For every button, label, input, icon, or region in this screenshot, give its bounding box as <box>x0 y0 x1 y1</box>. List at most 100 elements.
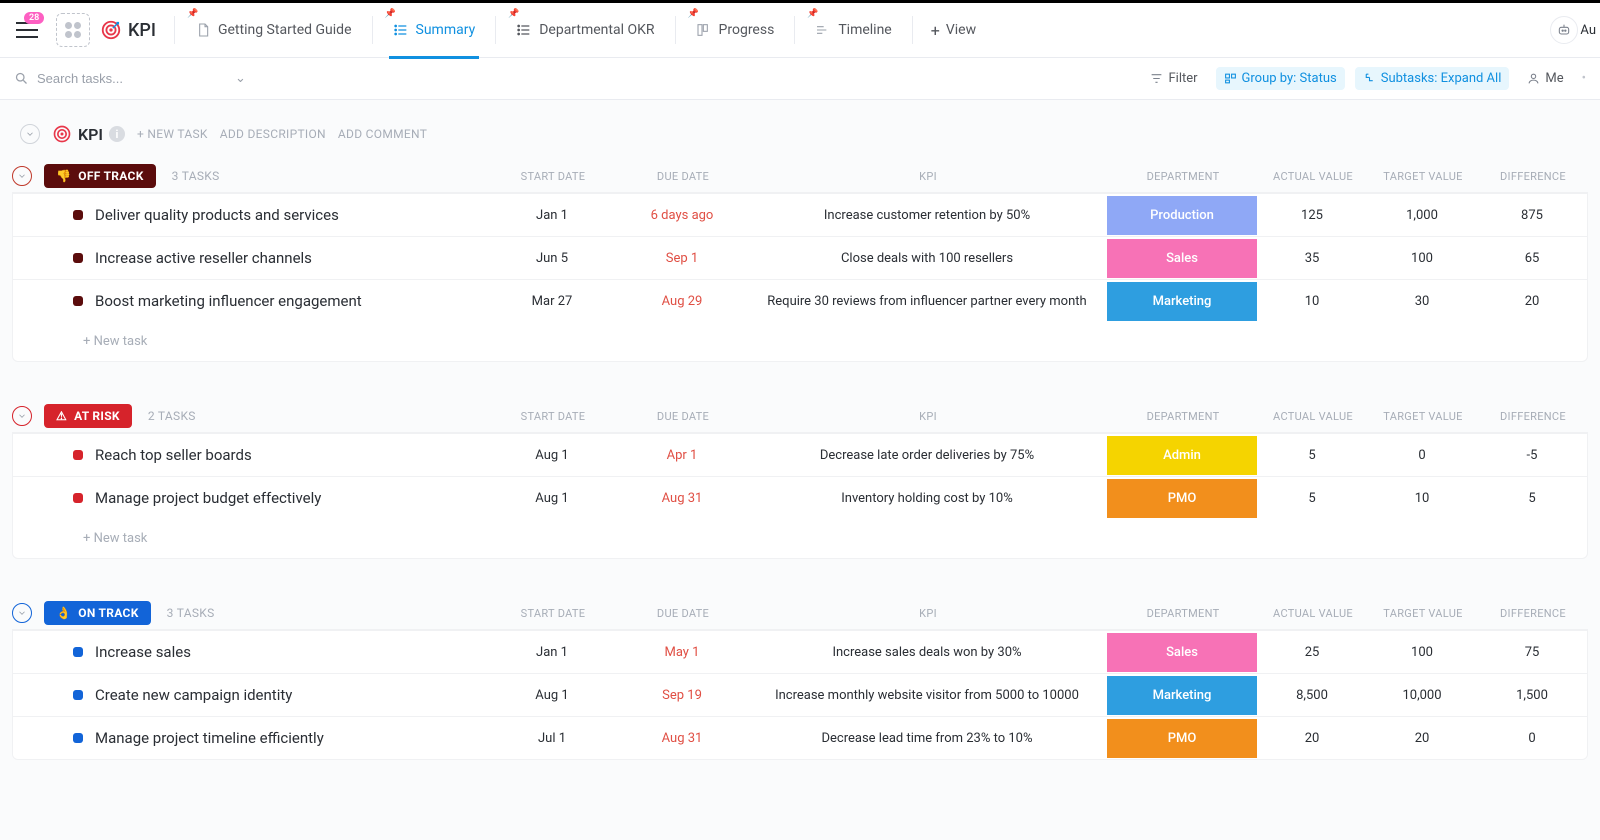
add-comment-button[interactable]: ADD COMMENT <box>338 127 427 141</box>
target-value: 0 <box>1367 436 1477 475</box>
department-tag[interactable]: Production <box>1107 196 1257 235</box>
target-value: 100 <box>1367 239 1477 278</box>
filter-button[interactable]: Filter <box>1142 67 1205 90</box>
target-value: 10 <box>1367 479 1477 518</box>
start-date: Jul 1 <box>487 719 617 758</box>
col-due: DUE DATE <box>618 404 748 429</box>
difference-value: 1,500 <box>1477 676 1587 715</box>
task-name: Deliver quality products and services <box>95 206 339 224</box>
task-row[interactable]: Increase active reseller channelsJun 5Se… <box>13 236 1587 279</box>
actual-value: 25 <box>1257 633 1367 672</box>
kpi-text: Increase customer retention by 50% <box>747 196 1107 235</box>
task-row[interactable]: Manage project budget effectively Aug 1Au… <box>13 476 1587 519</box>
kpi-text: Decrease late order deliveries by 75% <box>747 436 1107 475</box>
me-button[interactable]: Me <box>1519 67 1571 90</box>
department-tag[interactable]: Sales <box>1107 633 1257 672</box>
actual-value: 125 <box>1257 196 1367 235</box>
target-value: 1,000 <box>1367 196 1477 235</box>
task-row[interactable]: Increase salesJan 1May 1Increase sales d… <box>13 630 1587 673</box>
task-count: 3 TASKS <box>172 169 220 183</box>
page-title: KPI <box>128 20 156 41</box>
tab-label: Summary <box>416 22 476 38</box>
tab-getting-started-guide[interactable]: 📌Getting Started Guide <box>181 3 366 58</box>
tab-progress[interactable]: 📌Progress <box>682 3 789 58</box>
due-date: Aug 31 <box>617 479 747 518</box>
department-tag[interactable]: PMO <box>1107 479 1257 518</box>
difference-value: 875 <box>1477 196 1587 235</box>
tab-departmental-okr[interactable]: 📌Departmental OKR <box>502 3 668 58</box>
start-date: Aug 1 <box>487 479 617 518</box>
col-actual: ACTUAL VALUE <box>1258 404 1368 429</box>
new-task-button[interactable]: + NEW TASK <box>137 127 208 141</box>
department-tag[interactable]: Marketing <box>1107 676 1257 715</box>
task-count: 3 TASKS <box>167 606 215 620</box>
col-target: TARGET VALUE <box>1368 404 1478 429</box>
status-chip[interactable]: ⚠AT RISK <box>44 404 132 428</box>
pin-icon: 📌 <box>807 9 818 19</box>
info-icon[interactable]: i <box>109 126 125 142</box>
task-row[interactable]: Deliver quality products and servicesJan… <box>13 193 1587 236</box>
add-description-button[interactable]: ADD DESCRIPTION <box>220 127 326 141</box>
department-tag[interactable]: Admin <box>1107 436 1257 475</box>
department-tag[interactable]: Sales <box>1107 239 1257 278</box>
kpi-text: Decrease lead time from 23% to 10% <box>747 719 1107 758</box>
task-row[interactable]: Boost marketing influencer engagement Mar… <box>13 279 1587 322</box>
department-tag[interactable]: PMO <box>1107 719 1257 758</box>
automation-label[interactable]: Au <box>1580 23 1596 38</box>
status-label: AT RISK <box>74 409 120 423</box>
search-chevron-icon[interactable]: ⌄ <box>235 71 246 86</box>
menu-icon[interactable] <box>16 22 38 38</box>
tab-label: Timeline <box>838 22 891 38</box>
status-chip[interactable]: 👌ON TRACK <box>44 601 151 625</box>
new-task-row[interactable]: + New task <box>13 322 1587 361</box>
col-target: TARGET VALUE <box>1368 164 1478 189</box>
due-date: Aug 29 <box>617 282 747 321</box>
notification-badge[interactable]: 28 <box>24 12 44 24</box>
task-row[interactable]: Create new campaign identityAug 1Sep 19I… <box>13 673 1587 716</box>
due-date: May 1 <box>617 633 747 672</box>
collapse-group-icon[interactable] <box>12 406 32 426</box>
collapse-group-icon[interactable] <box>12 603 32 623</box>
add-view-label: View <box>946 22 976 38</box>
task-row[interactable]: Reach top seller boardsAug 1Apr 1Decreas… <box>13 433 1587 476</box>
subtasks-button[interactable]: Subtasks: Expand All <box>1355 67 1510 90</box>
task-row[interactable]: Manage project timeline efficientlyJul 1… <box>13 716 1587 759</box>
difference-value: 5 <box>1477 479 1587 518</box>
difference-value: 0 <box>1477 719 1587 758</box>
add-view-button[interactable]: +View <box>919 21 988 40</box>
header-bar: 28 KPI 📌Getting Started Guide📌Summary📌De… <box>0 3 1600 58</box>
task-name: Increase sales <box>95 643 191 661</box>
difference-value: 65 <box>1477 239 1587 278</box>
kpi-text: Close deals with 100 resellers <box>747 239 1107 278</box>
due-date: Sep 1 <box>617 239 747 278</box>
actual-value: 5 <box>1257 479 1367 518</box>
target-value: 10,000 <box>1367 676 1477 715</box>
col-actual: ACTUAL VALUE <box>1258 164 1368 189</box>
department-tag[interactable]: Marketing <box>1107 282 1257 321</box>
status-dot <box>73 647 83 657</box>
group-by-button[interactable]: Group by: Status <box>1216 67 1345 90</box>
tab-label: Getting Started Guide <box>218 22 352 38</box>
pin-icon: 📌 <box>688 9 699 19</box>
tab-timeline[interactable]: 📌 Timeline <box>801 3 905 58</box>
target-value: 20 <box>1367 719 1477 758</box>
search-input[interactable] <box>37 71 217 86</box>
task-name: Manage project budget effectively <box>95 489 321 507</box>
collapse-group-icon[interactable] <box>12 166 32 186</box>
new-task-row[interactable]: + New task <box>13 519 1587 558</box>
col-target: TARGET VALUE <box>1368 601 1478 626</box>
tab-summary[interactable]: 📌Summary <box>379 3 490 58</box>
ai-icon[interactable] <box>1550 16 1578 44</box>
status-dot <box>73 253 83 263</box>
actual-value: 8,500 <box>1257 676 1367 715</box>
status-dot <box>73 493 83 503</box>
task-count: 2 TASKS <box>148 409 196 423</box>
col-due: DUE DATE <box>618 601 748 626</box>
pin-icon: 📌 <box>508 9 519 19</box>
task-name: Boost marketing influencer engagement <box>95 292 362 310</box>
task-name: Create new campaign identity <box>95 686 292 704</box>
apps-button[interactable] <box>56 13 90 47</box>
kpi-text: Require 30 reviews from influencer partn… <box>747 282 1107 321</box>
collapse-all-icon[interactable] <box>20 124 40 144</box>
status-chip[interactable]: 👎OFF TRACK <box>44 164 156 188</box>
